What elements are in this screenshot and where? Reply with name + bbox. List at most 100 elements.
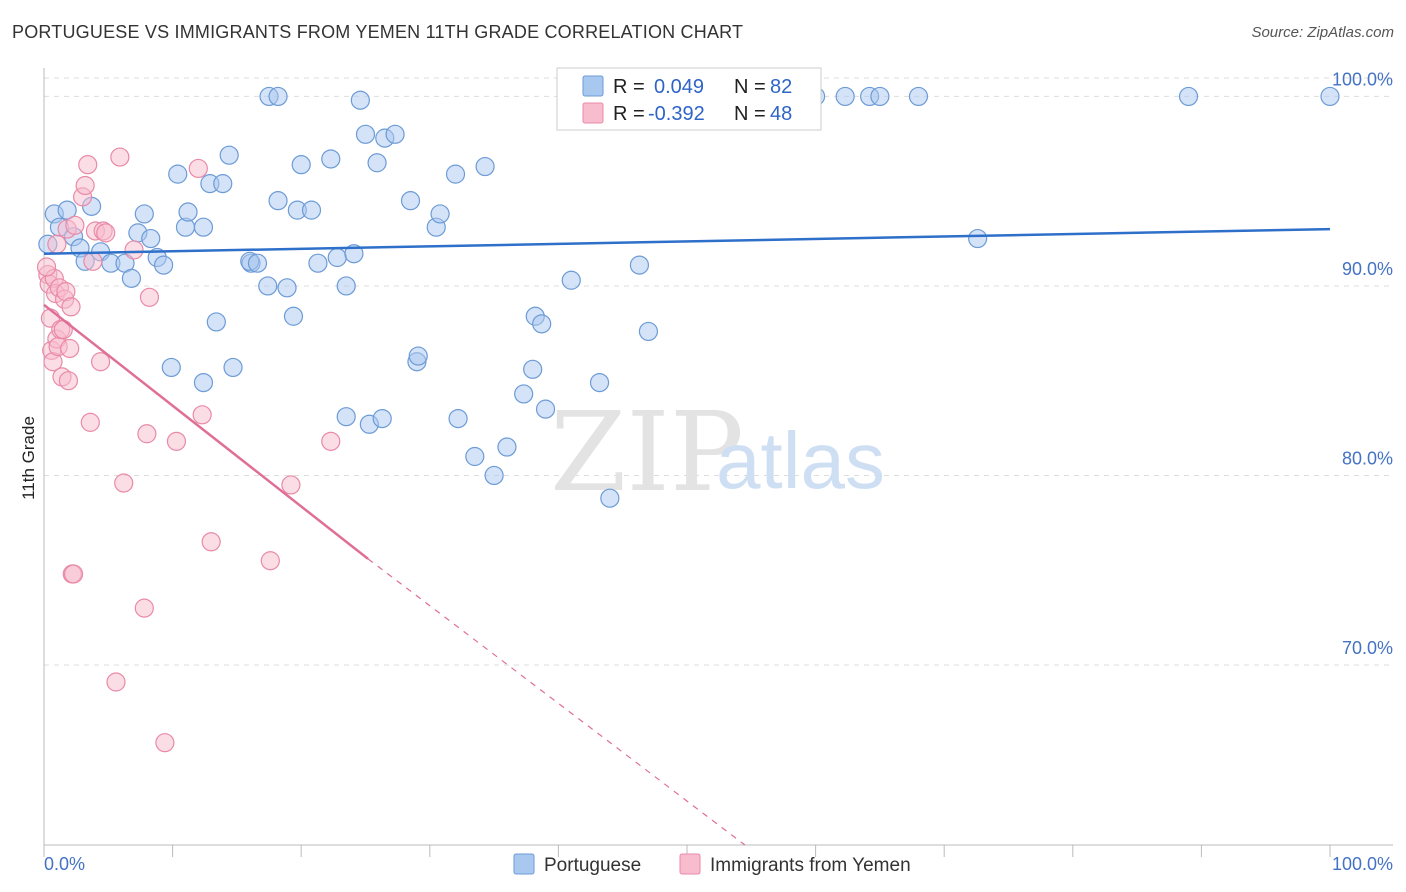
point-yemen-37 [139,287,160,307]
point-portuguese-16 [153,255,174,275]
y-tick-label-70: 70.0% [1342,638,1393,658]
point-yemen-45 [321,431,341,451]
legend-r-label-1: R = [613,76,645,98]
point-yemen-36 [137,424,157,444]
point-portuguese-61 [600,488,620,508]
point-portuguese-19 [178,202,198,222]
legend-n-value-2: 48 [770,103,792,125]
point-yemen-17 [60,338,80,359]
point-portuguese-57 [532,314,552,334]
y-axis-title: 11th Grade [19,416,38,500]
bottom-legend-label-portuguese: Portuguese [544,855,641,876]
point-portuguese-74 [161,357,181,378]
trend-line-yemen [43,303,369,560]
grid-lines [44,77,1393,666]
stats-legend: R = 0.049 N = 82 R = -0.392 N = 48 [556,67,822,131]
point-yemen-47 [47,234,67,254]
point-portuguese-83 [1320,86,1340,107]
series-legend: Portuguese Immigrants from Yemen [513,853,911,876]
y-tick-label-90: 90.0% [1342,259,1393,279]
point-portuguese-45 [408,346,428,366]
axes [43,68,1393,846]
point-yemen-44 [281,475,301,495]
point-portuguese-77 [223,357,243,378]
point-portuguese-53 [497,437,517,457]
point-yemen-33 [114,473,134,493]
point-portuguese-38 [344,244,364,264]
point-portuguese-33 [301,200,322,220]
point-yemen-18 [61,297,81,317]
x-tick-label-min: 0.0% [44,854,85,874]
point-portuguese-23 [219,145,239,165]
point-portuguese-52 [484,465,504,486]
bottom-legend-label-yemen: Immigrants from Yemen [710,855,911,876]
point-yemen-23 [75,175,95,196]
chart-title: PORTUGUESE VS IMMIGRANTS FROM YEMEN 11TH… [12,22,744,42]
point-portuguese-40 [367,153,387,173]
point-portuguese-36 [327,247,347,268]
point-portuguese-28 [268,191,288,211]
point-portuguese-51 [475,156,495,177]
point-portuguese-75 [193,372,214,393]
point-portuguese-39 [355,124,376,144]
point-portuguese-48 [445,164,466,184]
point-yemen-25 [80,412,100,432]
point-portuguese-42 [385,124,405,144]
point-portuguese-14 [141,228,161,249]
point-portuguese-69 [870,86,890,107]
point-portuguese-32 [291,155,311,175]
point-portuguese-79 [372,408,392,429]
point-yemen-30 [96,223,116,243]
point-portuguese-72 [268,86,288,107]
point-portuguese-70 [908,86,929,107]
point-portuguese-50 [465,446,485,467]
legend-swatch-blue [582,75,604,97]
point-portuguese-34 [308,253,328,273]
point-portuguese-49 [448,408,468,429]
point-portuguese-62 [629,255,650,275]
point-portuguese-80 [336,407,356,427]
legend-swatch-pink [582,102,604,124]
point-yemen-21 [65,215,85,235]
watermark-atlas: atlas [716,416,885,505]
point-portuguese-29 [277,278,297,298]
x-ticks [43,845,1331,857]
legend-n-value-1: 82 [770,76,792,98]
point-yemen-26 [83,251,103,271]
point-portuguese-47 [430,204,450,224]
legend-r-value-1: 0.049 [654,76,704,98]
point-portuguese-22 [213,174,233,194]
point-portuguese-58 [535,399,556,419]
point-portuguese-73 [350,90,370,110]
legend-r-value-2: -0.392 [648,103,705,125]
point-portuguese-3 [57,200,77,220]
point-yemen-31 [106,672,126,692]
point-portuguese-35 [321,149,341,169]
point-yemen-32 [110,147,130,167]
point-portuguese-55 [523,359,543,379]
point-yemen-28 [90,352,111,372]
point-portuguese-67 [835,86,855,107]
point-portuguese-63 [638,321,659,342]
watermark-zip: ZIP [550,388,744,516]
point-portuguese-27 [258,276,278,296]
point-portuguese-11 [121,268,142,288]
y-tick-label-80: 80.0% [1342,448,1393,468]
point-portuguese-60 [589,372,610,393]
point-yemen-35 [134,598,154,618]
point-portuguese-76 [206,312,226,332]
point-portuguese-26 [247,253,268,273]
bottom-legend-swatch-blue [513,853,535,875]
x-tick-label-max: 100.0% [1332,854,1393,874]
point-yemen-38 [155,733,175,753]
point-yemen-24 [78,155,98,175]
point-yemen-42 [201,532,221,552]
point-portuguese-13 [134,204,154,224]
trend-line-yemen-extension [367,558,746,846]
point-portuguese-81 [968,228,988,249]
point-portuguese-30 [283,306,304,326]
bottom-legend-swatch-pink [679,853,701,875]
y-tick-labels: 70.0% 80.0% 90.0% 100.0% [1332,69,1393,658]
chart-source: Source: ZipAtlas.com [1251,24,1394,41]
